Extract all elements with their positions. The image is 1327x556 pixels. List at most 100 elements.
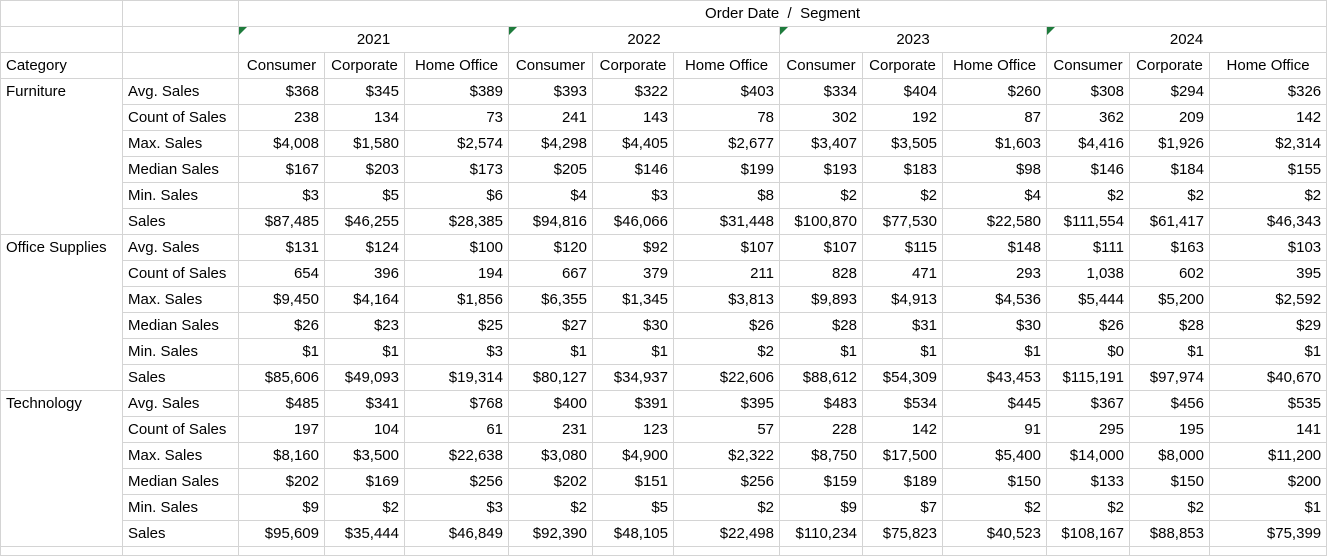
value-cell[interactable]: $115 [862, 234, 943, 261]
value-cell[interactable]: $534 [862, 390, 943, 417]
value-cell[interactable]: $483 [779, 390, 863, 417]
value-cell[interactable]: $43,453 [942, 364, 1047, 391]
value-cell[interactable]: $308 [1046, 78, 1130, 105]
value-cell[interactable]: $148 [942, 234, 1047, 261]
value-cell[interactable]: $22,606 [673, 364, 780, 391]
value-cell[interactable]: $2 [862, 182, 943, 209]
value-cell[interactable]: 238 [238, 104, 325, 131]
year-header-cell-2021[interactable]: 2021 [238, 26, 509, 53]
value-cell[interactable]: $404 [862, 78, 943, 105]
value-cell[interactable]: $159 [779, 468, 863, 495]
value-cell[interactable]: $2 [508, 494, 593, 521]
value-cell[interactable]: $2 [779, 182, 863, 209]
empty-cell[interactable] [0, 546, 123, 556]
value-cell[interactable]: $108,167 [1046, 520, 1130, 547]
value-cell[interactable]: $4 [942, 182, 1047, 209]
value-cell[interactable]: 471 [862, 260, 943, 287]
segment-header-cell-home-office[interactable]: Home Office [673, 52, 780, 79]
value-cell[interactable]: $1 [592, 338, 674, 365]
value-cell[interactable]: 61 [404, 416, 509, 443]
value-cell[interactable]: $22,638 [404, 442, 509, 469]
value-cell[interactable]: $3,813 [673, 286, 780, 313]
value-cell[interactable]: $133 [1046, 468, 1130, 495]
row-label-cell[interactable]: Sales [122, 208, 239, 235]
value-cell[interactable]: $28,385 [404, 208, 509, 235]
value-cell[interactable]: $367 [1046, 390, 1130, 417]
value-cell[interactable]: $75,399 [1208, 520, 1327, 547]
category-cell-technology[interactable]: Technology [0, 390, 123, 547]
value-cell[interactable]: $389 [404, 78, 509, 105]
value-cell[interactable]: $391 [592, 390, 674, 417]
value-cell[interactable]: $5,444 [1046, 286, 1130, 313]
value-cell[interactable]: $9 [779, 494, 863, 521]
value-cell[interactable]: $169 [324, 468, 405, 495]
value-cell[interactable]: $1,580 [324, 130, 405, 157]
value-cell[interactable]: $40,670 [1208, 364, 1327, 391]
value-cell[interactable]: $97,974 [1129, 364, 1210, 391]
row-label-cell[interactable]: Max. Sales [122, 130, 239, 157]
value-cell[interactable]: $173 [404, 156, 509, 183]
value-cell[interactable]: $4,900 [592, 442, 674, 469]
category-header-cell[interactable]: Category [0, 52, 123, 79]
empty-cell[interactable] [779, 546, 863, 556]
row-label-cell[interactable]: Count of Sales [122, 260, 239, 287]
row-label-cell[interactable]: Median Sales [122, 312, 239, 339]
value-cell[interactable]: $395 [673, 390, 780, 417]
value-cell[interactable]: $5,400 [942, 442, 1047, 469]
value-cell[interactable]: 602 [1129, 260, 1210, 287]
value-cell[interactable]: $202 [238, 468, 325, 495]
value-cell[interactable]: $100,870 [779, 208, 863, 235]
empty-cell[interactable] [942, 546, 1047, 556]
value-cell[interactable]: $46,849 [404, 520, 509, 547]
value-cell[interactable]: $115,191 [1046, 364, 1130, 391]
value-cell[interactable]: 142 [862, 416, 943, 443]
value-cell[interactable]: $1 [1129, 338, 1210, 365]
value-cell[interactable]: $6 [404, 182, 509, 209]
value-cell[interactable]: $103 [1208, 234, 1327, 261]
corner-empty-cell[interactable] [122, 0, 239, 27]
row-label-cell[interactable]: Min. Sales [122, 494, 239, 521]
value-cell[interactable]: $163 [1129, 234, 1210, 261]
value-cell[interactable]: $17,500 [862, 442, 943, 469]
value-cell[interactable]: $393 [508, 78, 593, 105]
value-cell[interactable]: 362 [1046, 104, 1130, 131]
segment-header-cell-consumer[interactable]: Consumer [1046, 52, 1130, 79]
value-cell[interactable]: 209 [1129, 104, 1210, 131]
segment-header-cell-corporate[interactable]: Corporate [1129, 52, 1210, 79]
value-cell[interactable]: $445 [942, 390, 1047, 417]
value-cell[interactable]: $151 [592, 468, 674, 495]
empty-cell[interactable] [122, 52, 239, 79]
value-cell[interactable]: 73 [404, 104, 509, 131]
value-cell[interactable]: $202 [508, 468, 593, 495]
category-cell-furniture[interactable]: Furniture [0, 78, 123, 235]
value-cell[interactable]: 78 [673, 104, 780, 131]
value-cell[interactable]: $8,000 [1129, 442, 1210, 469]
value-cell[interactable]: 211 [673, 260, 780, 287]
value-cell[interactable]: $1 [508, 338, 593, 365]
row-label-cell[interactable]: Sales [122, 520, 239, 547]
value-cell[interactable]: $326 [1208, 78, 1327, 105]
value-cell[interactable]: $3 [404, 338, 509, 365]
value-cell[interactable]: $35,444 [324, 520, 405, 547]
value-cell[interactable]: $131 [238, 234, 325, 261]
value-cell[interactable]: $1,926 [1129, 130, 1210, 157]
value-cell[interactable]: $19,314 [404, 364, 509, 391]
value-cell[interactable]: $345 [324, 78, 405, 105]
value-cell[interactable]: $22,580 [942, 208, 1047, 235]
value-cell[interactable]: $294 [1129, 78, 1210, 105]
value-cell[interactable]: $111 [1046, 234, 1130, 261]
value-cell[interactable]: 654 [238, 260, 325, 287]
value-cell[interactable]: $4,405 [592, 130, 674, 157]
value-cell[interactable]: 396 [324, 260, 405, 287]
value-cell[interactable]: $85,606 [238, 364, 325, 391]
value-cell[interactable]: $200 [1208, 468, 1327, 495]
segment-header-cell-corporate[interactable]: Corporate [862, 52, 943, 79]
value-cell[interactable]: $1 [1208, 338, 1327, 365]
value-cell[interactable]: $1,856 [404, 286, 509, 313]
value-cell[interactable]: $2,574 [404, 130, 509, 157]
value-cell[interactable]: 828 [779, 260, 863, 287]
value-cell[interactable]: $205 [508, 156, 593, 183]
value-cell[interactable]: $2,592 [1208, 286, 1327, 313]
value-cell[interactable]: $26 [1046, 312, 1130, 339]
value-cell[interactable]: 241 [508, 104, 593, 131]
